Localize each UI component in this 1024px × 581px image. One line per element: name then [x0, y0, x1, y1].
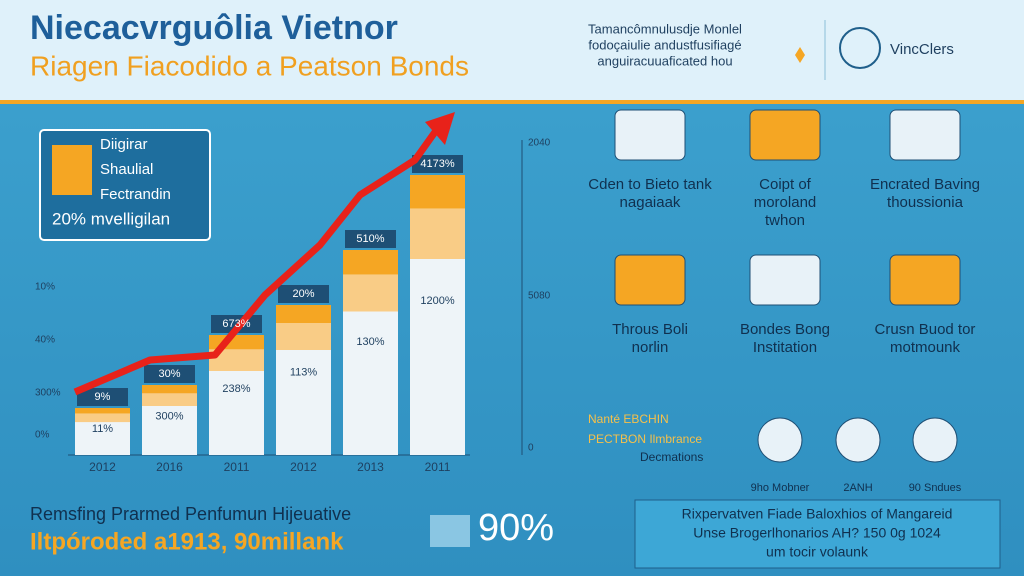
bar-label-bg	[345, 230, 396, 248]
bar-band	[75, 408, 130, 414]
x-label: 2011	[224, 460, 250, 474]
callout-text: Shaulial	[100, 161, 153, 178]
bar-band	[142, 385, 197, 394]
bar-band	[343, 250, 398, 275]
bar-top-label: 20%	[292, 288, 314, 300]
callout-text: Fectrandin	[100, 186, 171, 203]
callout-text: 20% mvelligilan	[52, 209, 170, 228]
bar-label-bg	[144, 365, 195, 383]
footer-box-text: Rixpervatven Fiade Baloxhios of Mangarei…	[682, 506, 953, 522]
feature-icon	[889, 254, 961, 306]
feature-caption: Institation	[753, 339, 817, 356]
feature-caption: Cden to Bieto tank	[588, 176, 712, 193]
bar-band	[75, 413, 130, 423]
bar-band	[276, 305, 331, 323]
left-tick-label: 0%	[35, 430, 50, 441]
legend-label: 9ho Mobner	[751, 482, 810, 494]
right-tick-label: 0	[528, 443, 534, 454]
trend-arrow	[73, 122, 443, 396]
bar-inner-label: 113%	[290, 366, 318, 378]
feature-caption: Throus Boli	[612, 321, 688, 338]
bar-label-bg	[412, 155, 463, 173]
legend-icon	[835, 417, 881, 463]
star-icon	[795, 47, 805, 63]
feature-caption: Encrated Baving	[870, 176, 980, 193]
footer-box-text: um tocir volaunk	[766, 544, 869, 560]
x-label: 2012	[89, 460, 116, 474]
bar-inner-label: 300%	[155, 410, 183, 422]
feature-icon	[614, 254, 686, 306]
bar-inner-label: 11%	[92, 423, 113, 435]
feature-caption: Coipt of	[759, 176, 812, 193]
legend-note: Nanté EBCHIN	[588, 412, 669, 426]
bar-band	[410, 208, 465, 259]
bar-inner-label: 238%	[222, 383, 250, 395]
legend-label: 2ANH	[843, 482, 872, 494]
footer-line1: Remsfing Prarmed Penfumun Hijeuative	[30, 504, 351, 524]
bar-label-bg	[278, 285, 329, 303]
legend-icon	[757, 417, 803, 463]
legend-note: PECTBON Ilmbrance	[588, 432, 702, 446]
feature-icon	[614, 109, 686, 161]
feature-caption: Bondes Bong	[740, 321, 830, 338]
footer-box	[634, 499, 1001, 569]
right-tick-label: 2040	[528, 138, 551, 149]
subtitle: Riagen Fiacodido a Peatson Bonds	[30, 50, 469, 81]
bar-band	[209, 349, 264, 371]
bar-top-label: 30%	[158, 368, 180, 380]
feature-caption: twhon	[765, 212, 805, 229]
header-note: Tamancômnulusdje Monlel	[588, 21, 742, 36]
legend-icon	[912, 417, 958, 463]
header-band	[0, 0, 1024, 100]
feature-icon	[749, 109, 821, 161]
left-tick-label: 300%	[35, 388, 61, 399]
feature-caption: motmounk	[890, 339, 961, 356]
left-tick-label: 10%	[35, 282, 55, 293]
arrow-head	[425, 112, 455, 145]
logo-icon	[839, 27, 881, 69]
feature-caption: Crusn Buod tor	[875, 321, 976, 338]
legend-note: Decmations	[640, 450, 703, 464]
bar-band	[142, 393, 197, 406]
header-rule	[0, 100, 1024, 104]
footer-box-text: Unse Brogerlhonarios AH? 150 0g 1024	[693, 525, 941, 541]
bar-band	[410, 175, 465, 209]
legend-label: 90 Sndues	[909, 482, 962, 494]
feature-caption: norlin	[632, 339, 669, 356]
footer-big: 90%	[478, 507, 554, 549]
x-label: 2013	[357, 460, 384, 474]
callout-icon	[52, 145, 92, 195]
bar-top-label: 4173%	[420, 158, 454, 170]
x-label: 2011	[425, 460, 451, 474]
right-tick-label: 5080	[528, 291, 551, 302]
bar-band	[343, 274, 398, 312]
bar-label-bg	[77, 388, 128, 406]
x-label: 2012	[290, 460, 317, 474]
feature-caption: thoussionia	[887, 194, 964, 211]
x-label: 2016	[156, 460, 183, 474]
feature-icon	[889, 109, 961, 161]
header-note: anguiracuuaficated hou	[597, 53, 732, 68]
bar-top-label: 9%	[95, 391, 111, 403]
bar-top-label: 673%	[222, 318, 250, 330]
coin-icon	[430, 515, 470, 547]
feature-caption: nagaiaak	[620, 194, 681, 211]
logo-text: VincClers	[890, 41, 954, 58]
callout-text: Diigirar	[100, 136, 148, 153]
bar-inner-label: 1200%	[420, 295, 454, 307]
bar-inner-label: 130%	[356, 336, 384, 348]
feature-caption: moroland	[754, 194, 817, 211]
feature-icon	[749, 254, 821, 306]
left-tick-label: 40%	[35, 335, 55, 346]
title: Niecacvrguôlia Vietnor	[30, 9, 398, 47]
bar-top-label: 510%	[356, 233, 384, 245]
bar-band	[276, 323, 331, 350]
footer-line2: Iltpóroded a1913, 90millank	[30, 528, 344, 555]
header-note: fodoçaiulie andustfusifiagé	[588, 37, 741, 52]
